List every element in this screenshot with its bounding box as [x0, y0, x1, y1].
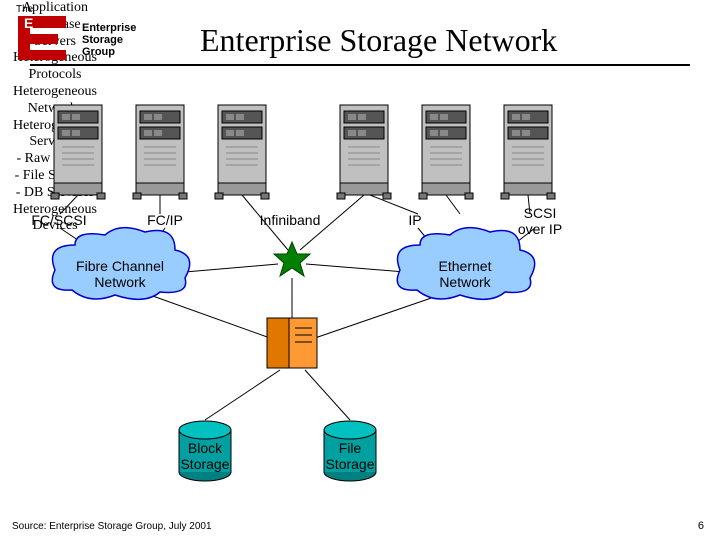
- slide-number: 6: [698, 520, 704, 532]
- proto-infiniband: Infiniband: [250, 212, 330, 228]
- services-side-label: Heterogeneous Services: - Raw Device - F…: [0, 118, 110, 202]
- file-storage-label: File Storage: [315, 440, 385, 472]
- logo: The E Enterprise Storage Group: [10, 4, 190, 62]
- block-storage-label: Block Storage: [170, 440, 240, 472]
- networks-side-label: Heterogeneous Networks: [0, 84, 110, 118]
- proto-ip: IP: [400, 212, 430, 228]
- proto-fcscsi: FC/SCSI: [24, 212, 94, 228]
- title-rule: [30, 64, 690, 66]
- logo-line1: Enterprise: [82, 22, 136, 34]
- logo-line3: Group: [82, 46, 136, 58]
- page-title: Enterprise Storage Network: [200, 22, 557, 59]
- logo-text: Enterprise Storage Group: [82, 22, 136, 58]
- proto-fcip: FC/IP: [140, 212, 190, 228]
- proto-scsioverip: SCSI over IP: [510, 205, 570, 237]
- footer-source: Source: Enterprise Storage Group, July 2…: [12, 521, 212, 532]
- cloud-fc-label: Fibre Channel Network: [70, 258, 170, 290]
- logo-line2: Storage: [82, 34, 136, 46]
- svg-text:E: E: [24, 15, 33, 31]
- cloud-eth-label: Ethernet Network: [420, 258, 510, 290]
